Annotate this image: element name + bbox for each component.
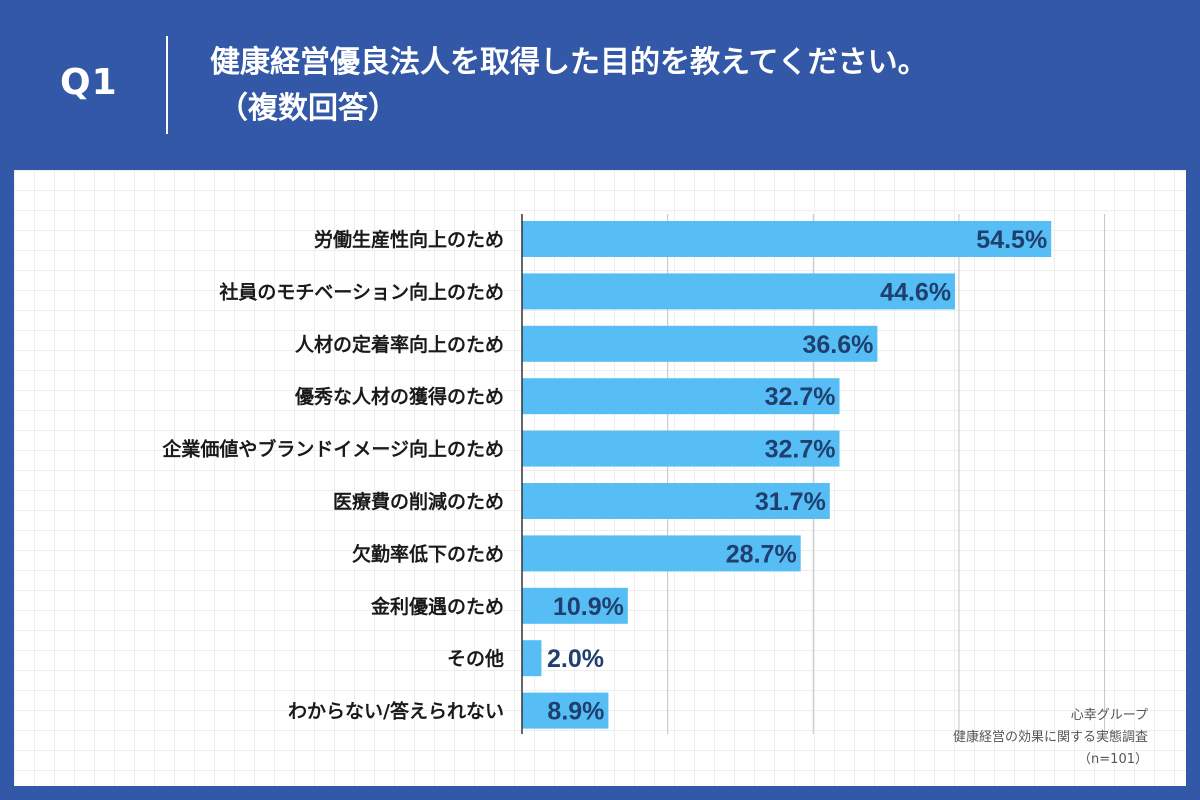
category-label: 優秀な人材の獲得のため	[294, 385, 504, 408]
bar	[522, 640, 542, 677]
bar	[522, 483, 830, 519]
bar	[522, 325, 878, 362]
bar	[522, 535, 801, 572]
bar	[522, 587, 628, 624]
value-label: 28.7%	[726, 540, 797, 568]
value-label: 8.9%	[547, 698, 604, 726]
category-label: その他	[447, 647, 504, 670]
category-label: 社員のモチベーション向上のため	[218, 280, 504, 303]
bar	[522, 692, 609, 729]
category-label: 金利優遇のため	[370, 595, 504, 618]
category-label: わからない/答えられない	[288, 700, 504, 723]
bar	[522, 273, 956, 310]
category-label: 労働生産性向上のため	[314, 228, 504, 251]
bar	[522, 221, 1052, 257]
question-subtitle: （複数回答）	[218, 91, 398, 126]
source-company: 心幸グループ	[1070, 708, 1148, 723]
bar	[522, 430, 840, 467]
source-survey: 健康経営の効果に関する実態調査	[952, 730, 1148, 745]
question-title: 健康経営優良法人を取得した目的を教えてください。 （複数回答）	[210, 40, 1170, 132]
category-label: 医療費の削減のため	[333, 490, 504, 513]
source-note: 心幸グループ 健康経営の効果に関する実態調査 （n=101）	[953, 705, 1148, 771]
question-header: Q1 健康経営優良法人を取得した目的を教えてください。 （複数回答）	[0, 0, 1200, 170]
source-sample: （n=101）	[1078, 752, 1148, 767]
category-label: 企業価値やブランドイメージ向上のため	[161, 438, 504, 461]
value-label: 36.6%	[802, 331, 873, 359]
category-label: 人材の定着率向上のため	[295, 333, 504, 356]
value-label: 54.5%	[976, 226, 1047, 254]
value-label: 44.6%	[880, 278, 951, 306]
chart-panel: 労働生産性向上のため 54.5% 社員のモチベーション向上のため 44.6% 人材の定着…	[14, 170, 1186, 786]
value-label: 2.0%	[547, 645, 604, 673]
question-number: Q1	[60, 62, 118, 103]
value-label: 32.7%	[765, 383, 836, 411]
question-title-text: 健康経営優良法人を取得した目的を教えてください。	[210, 45, 928, 80]
value-label: 31.7%	[755, 488, 826, 516]
value-label: 10.9%	[553, 593, 624, 621]
value-label: 32.7%	[765, 436, 836, 464]
category-label: 欠勤率低下のため	[352, 542, 504, 565]
bar	[522, 378, 840, 415]
bar-chart: 労働生産性向上のため 54.5% 社員のモチベーション向上のため 44.6% 人材の定着…	[161, 214, 1106, 734]
header-divider	[166, 36, 168, 134]
